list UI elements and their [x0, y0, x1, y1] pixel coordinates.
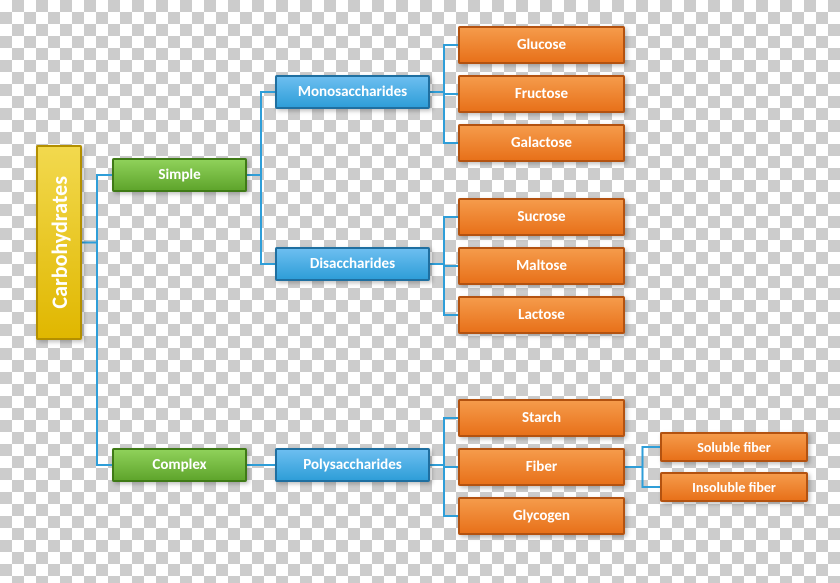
- node-label: Lactose: [518, 306, 565, 324]
- node-label: Carbohydrates: [46, 176, 73, 309]
- node-insolfib: Insoluble fiber: [660, 472, 808, 502]
- node-simple: Simple: [112, 158, 247, 192]
- edge-mono-glucose: [430, 45, 458, 92]
- node-label: Monosaccharides: [298, 83, 407, 101]
- node-label: Soluble fiber: [697, 439, 771, 456]
- edge-simple-mono: [247, 92, 275, 175]
- node-poly: Polysaccharides: [275, 448, 430, 482]
- node-complex: Complex: [112, 448, 247, 482]
- node-label: Polysaccharides: [303, 456, 402, 474]
- edge-di-maltose: [430, 264, 458, 266]
- node-label: Simple: [158, 166, 200, 184]
- node-sucrose: Sucrose: [458, 198, 625, 236]
- node-label: Complex: [152, 456, 206, 474]
- edge-fiber-solfib: [625, 447, 660, 467]
- node-starch: Starch: [458, 399, 625, 437]
- node-lactose: Lactose: [458, 296, 625, 334]
- node-glucose: Glucose: [458, 26, 625, 64]
- node-label: Insoluble fiber: [692, 479, 776, 496]
- node-root: Carbohydrates: [36, 145, 82, 340]
- edge-di-lactose: [430, 264, 458, 315]
- node-galactose: Galactose: [458, 124, 625, 162]
- node-label: Disaccharides: [310, 255, 395, 273]
- node-label: Sucrose: [517, 208, 565, 226]
- edge-fiber-insolfib: [625, 467, 660, 487]
- node-label: Fiber: [526, 458, 558, 476]
- edge-poly-fiber: [430, 465, 458, 467]
- node-label: Glycogen: [513, 507, 570, 525]
- edge-di-sucrose: [430, 217, 458, 264]
- node-label: Galactose: [511, 134, 572, 152]
- edge-poly-glycogen: [430, 465, 458, 516]
- node-di: Disaccharides: [275, 247, 430, 281]
- edge-mono-fructose: [430, 92, 458, 94]
- edge-root-simple: [82, 175, 112, 243]
- node-fiber: Fiber: [458, 448, 625, 486]
- edge-simple-di: [247, 175, 275, 264]
- node-label: Fructose: [515, 85, 568, 103]
- node-label: Starch: [522, 409, 561, 427]
- node-fructose: Fructose: [458, 75, 625, 113]
- edge-mono-galactose: [430, 92, 458, 143]
- node-maltose: Maltose: [458, 247, 625, 285]
- node-label: Maltose: [516, 257, 567, 275]
- node-mono: Monosaccharides: [275, 75, 430, 109]
- edge-poly-starch: [430, 418, 458, 465]
- node-glycogen: Glycogen: [458, 497, 625, 535]
- node-label: Glucose: [517, 36, 566, 54]
- edge-root-complex: [82, 243, 112, 466]
- node-solfib: Soluble fiber: [660, 432, 808, 462]
